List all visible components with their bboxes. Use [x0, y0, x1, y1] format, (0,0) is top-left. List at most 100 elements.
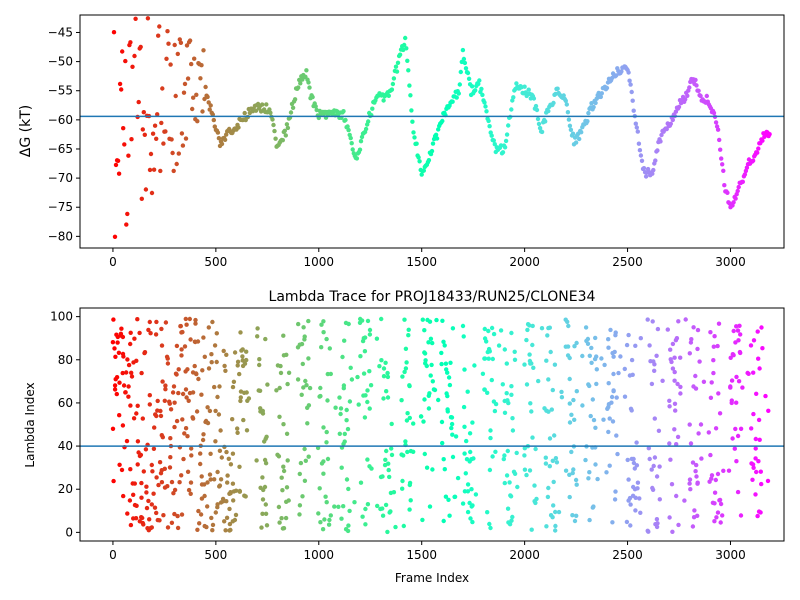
- lambda-point: [465, 509, 471, 515]
- delta-g-x-ticks: 0 500 1000 1500 2000 2500 3000: [109, 248, 746, 269]
- lambda-point: [426, 340, 431, 345]
- lambda-point: [606, 429, 611, 435]
- lambda-point: [124, 438, 130, 444]
- lambda-point: [333, 405, 338, 410]
- lambda-point: [344, 477, 350, 482]
- delta-g-point: [285, 125, 291, 131]
- lambda-point: [667, 398, 672, 403]
- lambda-point: [148, 331, 153, 336]
- lambda-point: [669, 359, 674, 365]
- lambda-point: [734, 400, 739, 405]
- delta-g-x-tick-label: 0: [109, 255, 117, 269]
- lambda-y-ticks: 0 20 40 60 80 100: [50, 310, 80, 539]
- delta-g-point: [151, 167, 157, 172]
- lambda-point: [209, 515, 214, 521]
- lambda-point: [505, 506, 511, 511]
- delta-g-point: [111, 30, 117, 35]
- lambda-point: [715, 471, 721, 477]
- lambda-point: [237, 371, 242, 377]
- lambda-point: [465, 482, 471, 487]
- lambda-point: [506, 400, 511, 406]
- lambda-point: [168, 436, 173, 441]
- lambda-point: [172, 400, 177, 405]
- lambda-point: [765, 478, 771, 484]
- delta-g-point: [479, 86, 484, 92]
- lambda-point: [490, 356, 495, 362]
- lambda-point: [160, 379, 165, 384]
- lambda-point: [616, 370, 621, 376]
- delta-g-point: [139, 196, 144, 201]
- lambda-point: [738, 426, 744, 431]
- lambda-point: [326, 522, 332, 527]
- lambda-point: [388, 509, 393, 514]
- lambda-point: [224, 352, 229, 357]
- lambda-point: [738, 350, 743, 356]
- delta-g-x-tick-label: 500: [204, 255, 227, 269]
- lambda-point: [766, 408, 771, 413]
- lambda-point: [512, 349, 517, 354]
- lambda-point: [536, 378, 541, 384]
- lambda-point: [356, 402, 361, 407]
- lambda-point: [610, 520, 615, 525]
- delta-g-point: [268, 110, 273, 116]
- lambda-point: [607, 463, 612, 468]
- lambda-point: [546, 485, 551, 491]
- lambda-point: [254, 458, 259, 463]
- lambda-point: [279, 475, 284, 480]
- lambda-x-tick-label: 500: [204, 548, 227, 562]
- lambda-point: [448, 360, 453, 365]
- lambda-point: [198, 451, 203, 456]
- lambda-point: [674, 442, 679, 447]
- lambda-point: [509, 384, 514, 389]
- lambda-point: [386, 467, 391, 473]
- delta-g-y-tick-label: −55: [48, 84, 73, 98]
- lambda-point: [149, 502, 154, 507]
- delta-g-point: [721, 168, 726, 173]
- lambda-point: [756, 417, 762, 423]
- lambda-point: [379, 316, 384, 322]
- lambda-point: [482, 356, 488, 361]
- lambda-point: [367, 332, 373, 337]
- lambda-point: [493, 449, 498, 454]
- lambda-point: [168, 407, 174, 412]
- delta-g-point: [242, 110, 247, 116]
- delta-g-point: [626, 70, 631, 75]
- lambda-point: [713, 477, 718, 483]
- delta-g-point: [354, 156, 360, 161]
- lambda-point: [321, 471, 326, 476]
- lambda-point: [132, 481, 137, 486]
- delta-g-point: [164, 56, 169, 61]
- lambda-point: [593, 335, 598, 341]
- lambda-point: [337, 395, 342, 400]
- delta-g-point: [408, 93, 413, 98]
- lambda-point: [507, 480, 512, 485]
- lambda-point: [699, 456, 704, 461]
- lambda-point: [668, 457, 673, 462]
- delta-g-point: [426, 158, 432, 163]
- delta-g-point: [715, 127, 721, 132]
- lambda-point: [430, 379, 435, 384]
- lambda-point: [465, 389, 470, 394]
- lambda-point: [610, 419, 616, 424]
- lambda-point: [188, 337, 193, 342]
- lambda-point: [543, 455, 548, 460]
- lambda-point: [346, 486, 351, 492]
- lambda-point: [244, 390, 249, 395]
- lambda-point: [228, 462, 234, 467]
- lambda-point: [587, 383, 592, 389]
- lambda-point: [543, 461, 549, 466]
- lambda-point: [185, 434, 190, 439]
- lambda-point: [713, 426, 719, 431]
- lambda-point: [188, 491, 193, 496]
- lambda-point: [629, 357, 635, 363]
- lambda-point: [487, 349, 492, 354]
- lambda-point: [125, 511, 130, 516]
- lambda-point: [223, 368, 228, 373]
- lambda-point: [193, 317, 198, 323]
- lambda-point: [753, 492, 758, 497]
- lambda-point: [501, 456, 506, 462]
- lambda-point: [111, 478, 116, 484]
- lambda-point: [344, 407, 349, 413]
- lambda-point: [189, 453, 194, 458]
- delta-g-point: [156, 33, 161, 38]
